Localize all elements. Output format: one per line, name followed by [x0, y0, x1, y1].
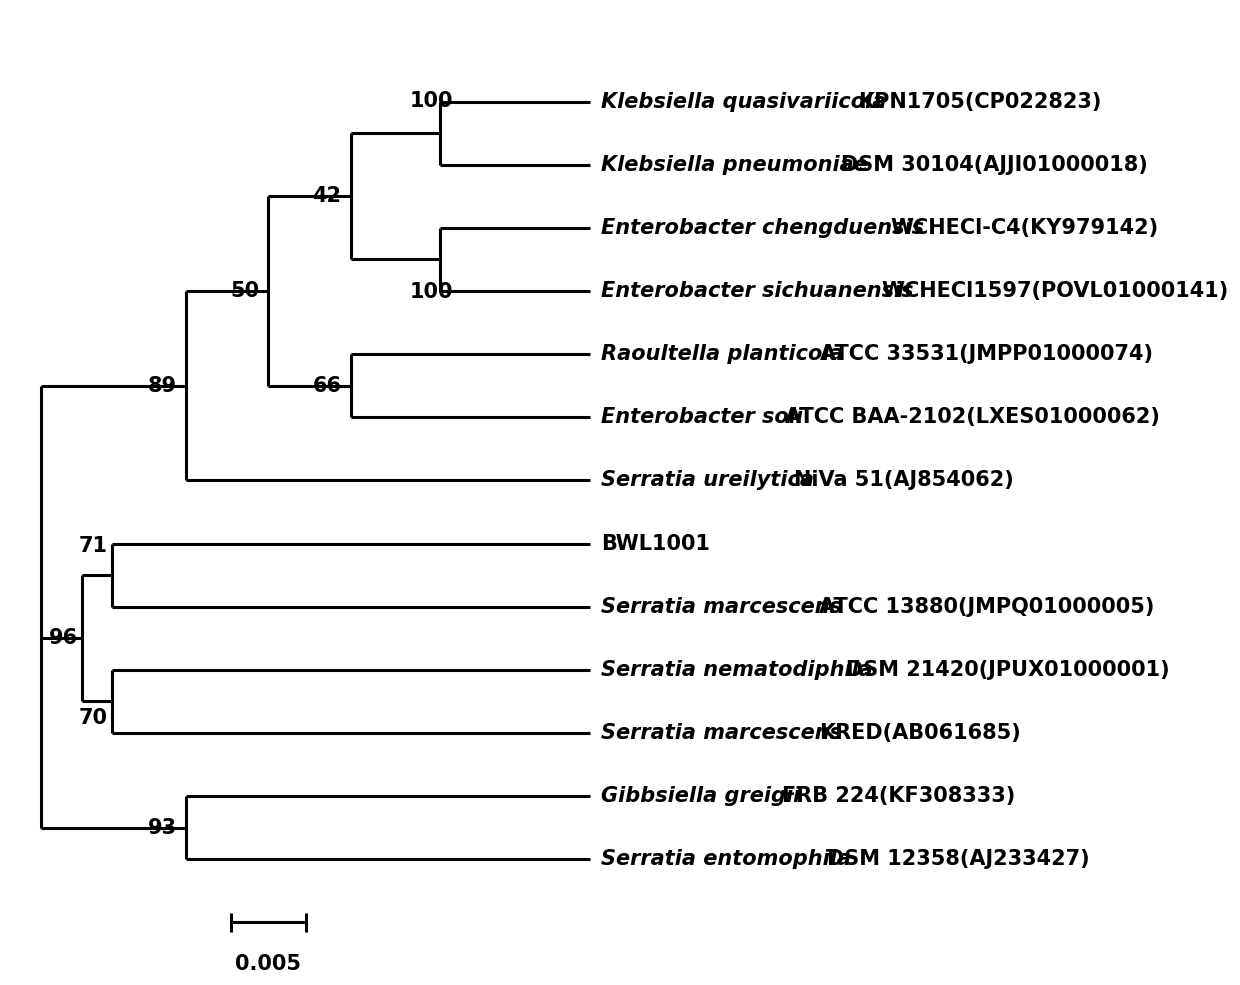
Text: Serratia marcescens: Serratia marcescens [600, 597, 849, 617]
Text: 89: 89 [148, 375, 177, 396]
Text: ATCC 13880(JMPQ01000005): ATCC 13880(JMPQ01000005) [818, 597, 1154, 617]
Text: Gibbsiella greigii: Gibbsiella greigii [600, 786, 807, 806]
Text: Serratia marcescens: Serratia marcescens [600, 723, 849, 743]
Text: WCHECl1597(POVL01000141): WCHECl1597(POVL01000141) [882, 281, 1229, 301]
Text: DSM 21420(JPUX01000001): DSM 21420(JPUX01000001) [846, 660, 1169, 680]
Text: ATCC 33531(JMPP01000074): ATCC 33531(JMPP01000074) [820, 344, 1153, 364]
Text: 96: 96 [48, 628, 78, 648]
Text: Enterobacter sichuanensis: Enterobacter sichuanensis [600, 281, 920, 301]
Text: ATCC BAA-2102(LXES01000062): ATCC BAA-2102(LXES01000062) [785, 408, 1159, 427]
Text: 93: 93 [148, 818, 177, 837]
Text: Enterobacter soli: Enterobacter soli [600, 408, 810, 427]
Text: Serratia nematodiphila: Serratia nematodiphila [600, 660, 880, 680]
Text: Serratia entomophila: Serratia entomophila [600, 849, 858, 870]
Text: KPN1705(CP022823): KPN1705(CP022823) [858, 92, 1101, 111]
Text: DSM 12358(AJ233427): DSM 12358(AJ233427) [827, 849, 1089, 870]
Text: 70: 70 [79, 708, 108, 728]
Text: FRB 224(KF308333): FRB 224(KF308333) [782, 786, 1016, 806]
Text: 71: 71 [79, 536, 108, 557]
Text: WCHECl-C4(KY979142): WCHECl-C4(KY979142) [890, 218, 1159, 238]
Text: 66: 66 [312, 375, 341, 396]
Text: KRED(AB061685): KRED(AB061685) [818, 723, 1021, 743]
Text: DSM 30104(AJJI01000018): DSM 30104(AJJI01000018) [842, 155, 1148, 174]
Text: NiVa 51(AJ854062): NiVa 51(AJ854062) [794, 471, 1014, 491]
Text: BWL1001: BWL1001 [600, 534, 709, 554]
Text: Klebsiella pneumoniae: Klebsiella pneumoniae [600, 155, 875, 174]
Text: 42: 42 [312, 186, 341, 206]
Text: Enterobacter chengduensis: Enterobacter chengduensis [600, 218, 931, 238]
Text: Serratia ureilytica: Serratia ureilytica [600, 471, 821, 491]
Text: Klebsiella quasivariicola: Klebsiella quasivariicola [600, 92, 893, 111]
Text: 100: 100 [409, 282, 453, 301]
Text: 100: 100 [409, 92, 453, 111]
Text: Raoultella planticola: Raoultella planticola [600, 344, 851, 364]
Text: 50: 50 [231, 281, 259, 301]
Text: 0.005: 0.005 [236, 954, 301, 974]
